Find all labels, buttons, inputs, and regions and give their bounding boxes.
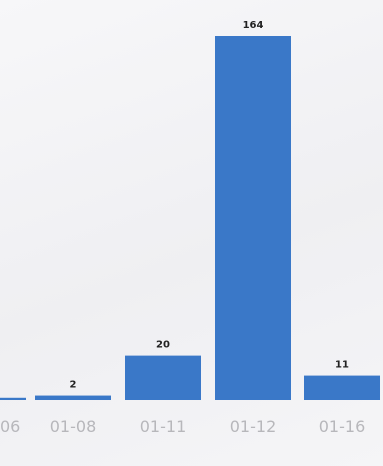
x-axis-tick-labels: 06 01-08 01-11 01-12 01-16 bbox=[0, 417, 365, 436]
tick-label-01-16: 01-16 bbox=[319, 417, 366, 436]
value-labels-layer: 2 20 164 11 bbox=[70, 20, 349, 391]
value-label-01-08: 2 bbox=[70, 380, 77, 391]
bar-01-16 bbox=[304, 375, 380, 400]
value-label-01-11: 20 bbox=[156, 340, 170, 351]
value-label-01-16: 11 bbox=[335, 360, 349, 371]
bar-01-11 bbox=[125, 355, 201, 400]
tick-label-01-06: 06 bbox=[0, 417, 20, 436]
tick-label-01-08: 01-08 bbox=[50, 417, 97, 436]
bar-01-06 bbox=[0, 397, 26, 400]
tick-label-01-11: 01-11 bbox=[140, 417, 187, 436]
value-label-01-12: 164 bbox=[243, 20, 264, 31]
bar-01-12 bbox=[215, 36, 291, 400]
tick-label-01-12: 01-12 bbox=[230, 417, 277, 436]
bars-layer bbox=[0, 36, 380, 400]
bar-01-08 bbox=[35, 395, 111, 400]
